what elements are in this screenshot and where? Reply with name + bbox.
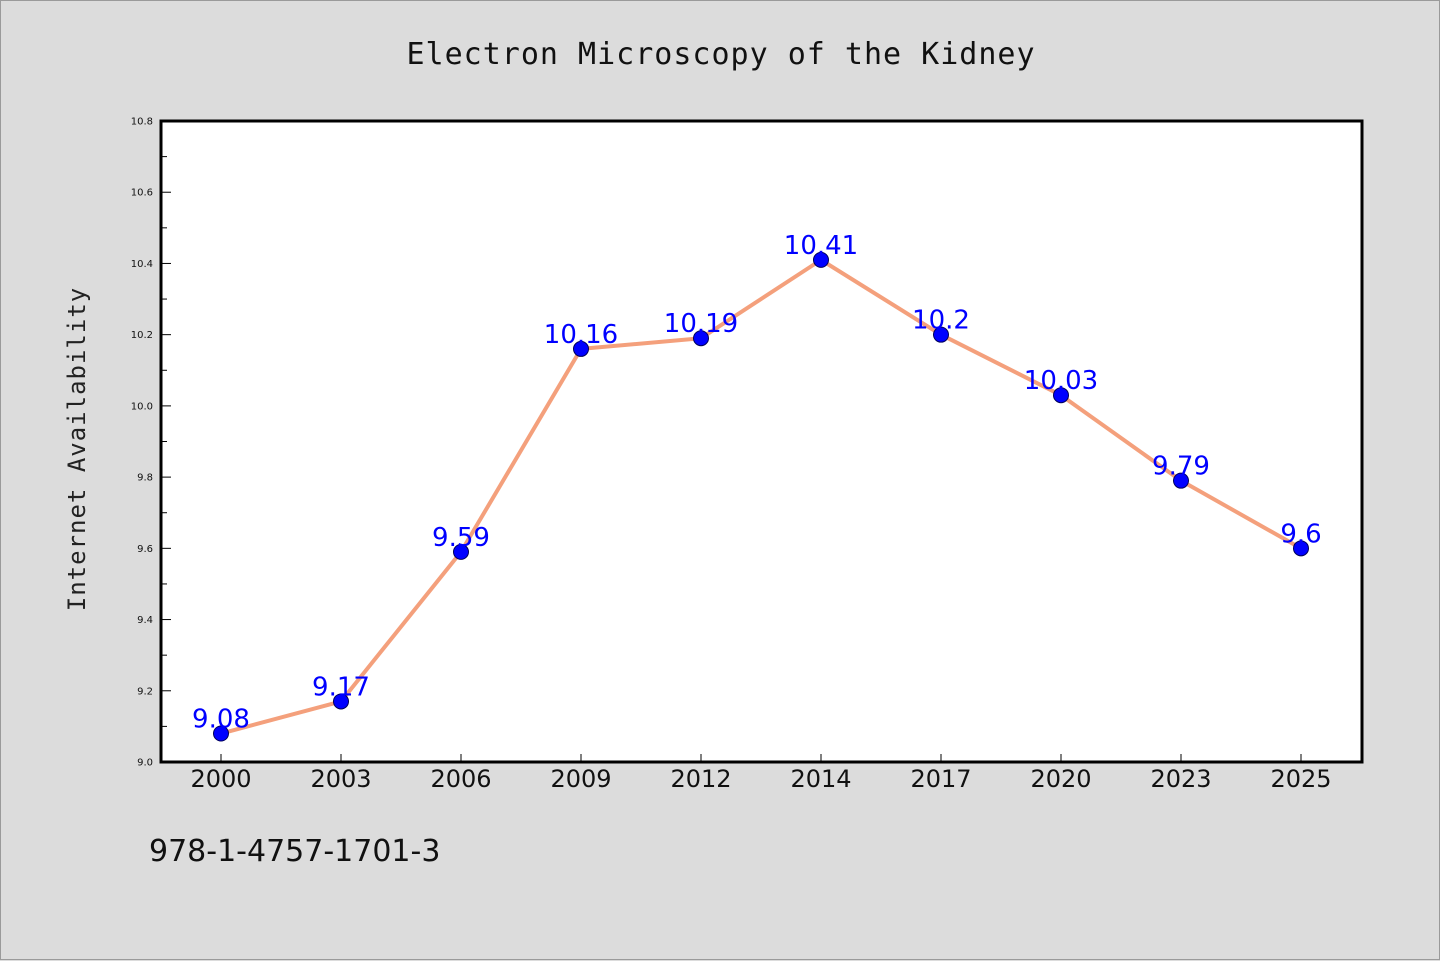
x-tick-label: 2006: [430, 765, 491, 793]
y-tick-label: 10.4: [131, 259, 153, 270]
data-label: 10.16: [544, 320, 618, 350]
y-tick-label: 9.6: [137, 544, 153, 555]
y-tick-label: 10.6: [131, 188, 153, 199]
data-labels: 9.08 9.17 9.59 10.16 10.19 10.41 10.2 10.03 9.79…: [192, 231, 1322, 735]
data-point: [693, 330, 709, 347]
y-tick-labels: 9.0 9.2 9.4 9.6 9.8 10.0 10.2 10.4 10.6 10.8: [131, 117, 153, 769]
data-point: [933, 326, 949, 343]
data-label: 9.6: [1280, 519, 1321, 549]
data-label: 10.03: [1024, 366, 1098, 396]
chart-title: Electron Microscopy of the Kidney: [406, 37, 1035, 72]
data-label: 10.2: [912, 306, 970, 336]
y-tick-label: 9.4: [137, 615, 153, 626]
data-point: [1173, 472, 1189, 489]
x-tick-label: 2014: [790, 765, 851, 793]
x-tick-label: 2012: [670, 765, 731, 793]
y-tick-label: 9.2: [137, 686, 153, 697]
data-point: [333, 693, 349, 710]
data-point: [813, 251, 829, 268]
series-line: [219, 257, 1303, 736]
y-tick-label: 9.0: [137, 758, 153, 769]
x-tick-label: 2020: [1030, 765, 1091, 793]
data-point: [453, 543, 469, 560]
x-tick-label: 2009: [550, 765, 611, 793]
y-tick-label: 10.2: [131, 330, 153, 341]
x-tick-label: 2003: [310, 765, 371, 793]
data-point: [1053, 387, 1069, 404]
data-point: [573, 340, 589, 357]
data-label: 9.59: [432, 523, 490, 553]
x-tick-label: 2023: [1150, 765, 1211, 793]
y-tick-label: 10.0: [131, 401, 153, 412]
data-label: 10.41: [784, 231, 858, 261]
data-point: [213, 725, 229, 742]
y-axis-label: Internet Availability: [63, 287, 91, 611]
y-tick-label: 10.8: [131, 117, 153, 128]
series-group: [213, 251, 1309, 742]
y-tick-label: 9.8: [137, 473, 153, 484]
x-tick-label: 2017: [910, 765, 971, 793]
x-tick-labels: 2000 2003 2006 2009 2012 2014 2017 2020 2023 2025: [190, 765, 1331, 793]
data-label: 9.17: [312, 672, 370, 702]
isbn-footnote: 978-1-4757-1701-3: [149, 834, 441, 869]
x-tick-label: 2000: [190, 765, 251, 793]
data-label: 9.08: [192, 705, 250, 735]
data-point: [1293, 540, 1309, 557]
data-label: 9.79: [1152, 452, 1210, 482]
plot-area: [161, 121, 1362, 762]
x-tick-label: 2025: [1270, 765, 1331, 793]
plot-border: [159, 119, 1364, 764]
data-label: 10.19: [664, 309, 738, 339]
